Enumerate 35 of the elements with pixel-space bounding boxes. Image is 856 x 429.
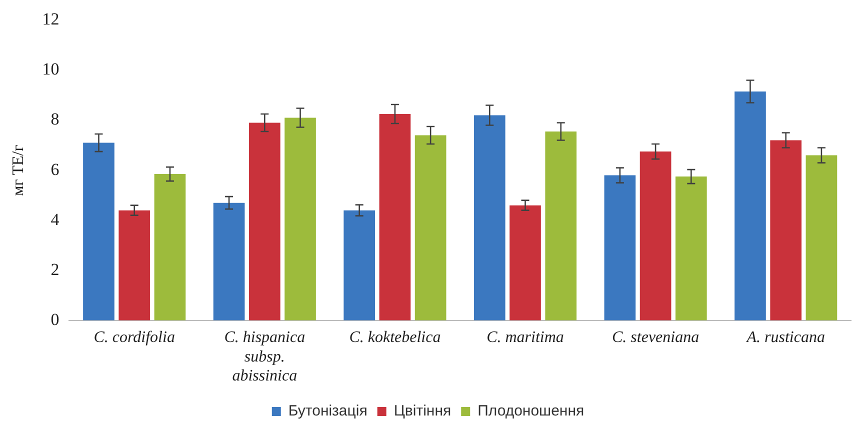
x-tick-label: C. cordifolia [94,329,175,346]
bar [770,140,802,320]
y-tick-label: 0 [50,310,60,329]
x-tick-label: C. maritima [486,329,564,346]
bar [545,132,577,320]
x-tick-label: C. hispanica subsp. abissinica [224,329,306,385]
bar [640,152,672,320]
legend-label: Цвітіння [394,402,452,420]
bar [474,115,506,320]
bar [213,202,245,320]
bar [284,118,316,320]
bar [604,175,636,320]
bar [379,114,411,320]
bar [154,174,186,320]
bar [510,205,541,320]
y-tick-label: 12 [42,10,60,29]
y-tick-label: 4 [50,210,60,229]
x-tick-label: C. steveniana [612,329,700,346]
legend-label: Плодоношення [478,402,584,420]
bar [344,210,376,320]
x-tick-label: C. koktebelica [349,329,441,346]
bar [806,155,838,320]
bar [248,122,280,320]
y-tick-label: 6 [50,160,60,179]
bar [414,135,446,320]
bar [734,92,766,320]
bar [675,176,707,320]
y-tick-label: 2 [50,260,60,279]
y-axis-title: мг ТЕ/г [10,144,27,196]
bar [83,142,114,320]
bar [118,210,150,320]
y-tick-label: 10 [42,60,60,79]
x-tick-label: A. rusticana [746,329,825,346]
y-tick-label: 8 [50,110,60,129]
legend-label: Бутонізація [288,402,368,420]
